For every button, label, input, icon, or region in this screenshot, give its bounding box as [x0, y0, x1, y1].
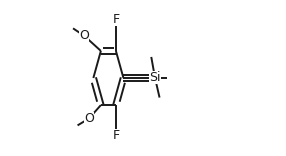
Text: F: F	[112, 129, 120, 142]
Text: O: O	[80, 29, 89, 42]
Text: O: O	[84, 112, 94, 125]
Text: F: F	[112, 13, 120, 26]
Text: Si: Si	[149, 71, 161, 85]
